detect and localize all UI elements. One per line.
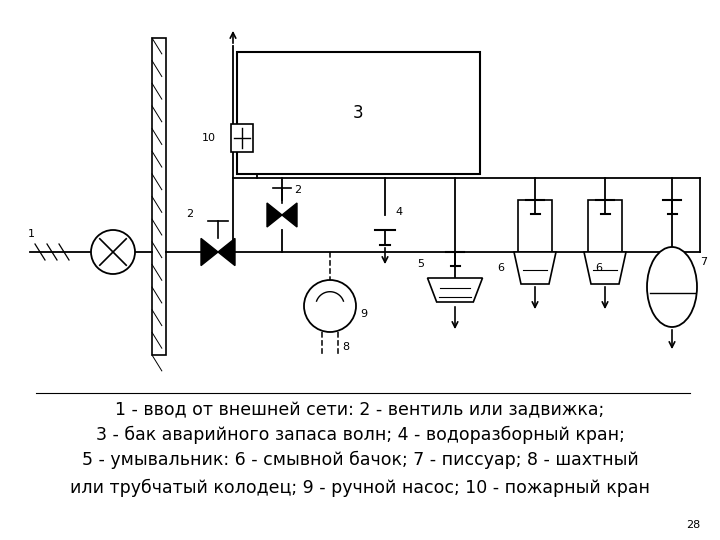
Bar xyxy=(518,200,552,252)
Ellipse shape xyxy=(647,247,697,327)
Text: 2: 2 xyxy=(186,209,194,219)
Text: 6: 6 xyxy=(497,263,504,273)
Text: 8: 8 xyxy=(342,342,349,352)
Text: 1 - ввод от внешней сети: 2 - вентиль или задвижка;: 1 - ввод от внешней сети: 2 - вентиль ил… xyxy=(115,401,605,419)
Polygon shape xyxy=(514,252,556,284)
Text: 3 - бак аварийного запаса волн; 4 - водоразборный кран;: 3 - бак аварийного запаса волн; 4 - водо… xyxy=(96,426,624,444)
Circle shape xyxy=(304,280,356,332)
Text: 1: 1 xyxy=(28,229,35,239)
Circle shape xyxy=(91,230,135,274)
Polygon shape xyxy=(584,252,626,284)
Bar xyxy=(231,124,253,152)
Polygon shape xyxy=(218,238,235,266)
Text: 2: 2 xyxy=(294,185,301,195)
Bar xyxy=(237,52,480,174)
Text: 4: 4 xyxy=(395,207,402,217)
Text: 9: 9 xyxy=(360,309,367,319)
Bar xyxy=(588,200,622,252)
Text: 5: 5 xyxy=(417,259,424,269)
Polygon shape xyxy=(201,238,218,266)
Bar xyxy=(152,38,166,355)
Polygon shape xyxy=(282,203,297,227)
Text: 28: 28 xyxy=(685,520,700,530)
Text: 10: 10 xyxy=(202,133,216,143)
Polygon shape xyxy=(428,278,482,302)
Text: 6: 6 xyxy=(595,263,602,273)
Text: 7: 7 xyxy=(700,257,707,267)
Polygon shape xyxy=(267,203,282,227)
Text: 5 - умывальник: 6 - смывной бачок; 7 - писсуар; 8 - шахтный: 5 - умывальник: 6 - смывной бачок; 7 - п… xyxy=(81,451,639,469)
Text: или трубчатый колодец; 9 - ручной насос; 10 - пожарный кран: или трубчатый колодец; 9 - ручной насос;… xyxy=(70,479,650,497)
Text: 3: 3 xyxy=(354,104,364,122)
